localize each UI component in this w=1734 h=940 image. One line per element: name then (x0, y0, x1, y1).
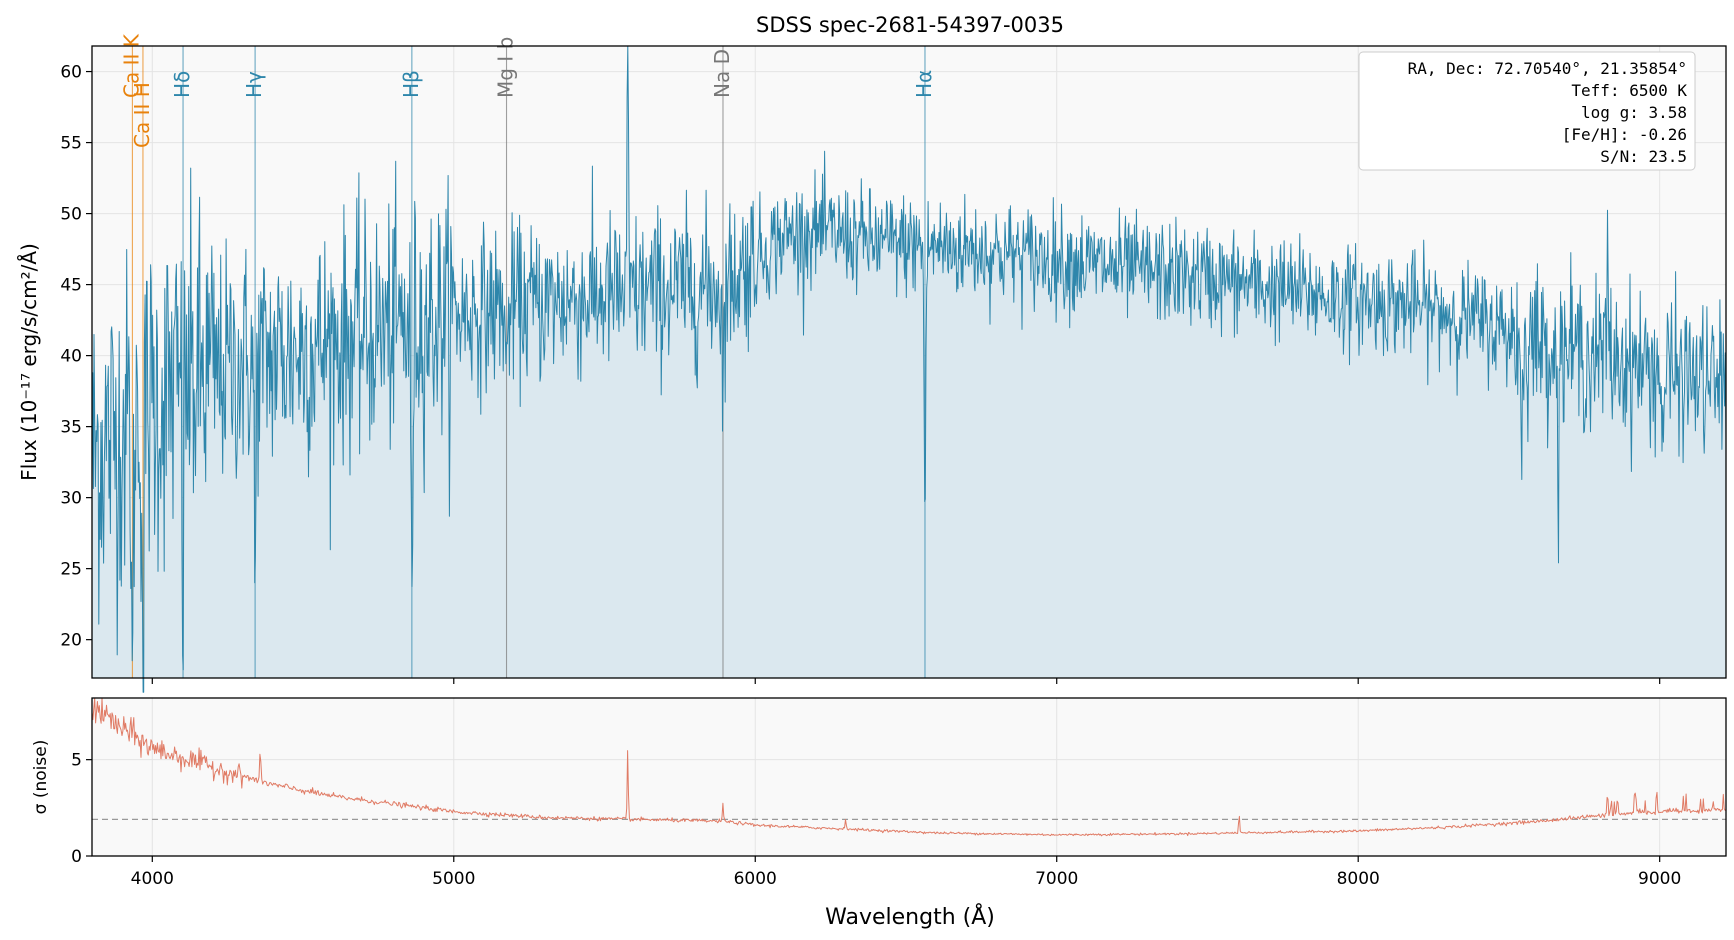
y-tick-label: 45 (60, 276, 82, 296)
flux-series-line (91, 45, 1727, 693)
y-tick-label: 25 (60, 560, 82, 580)
noise-x-ticks: 4000 5000 6000 7000 8000 9000 (131, 856, 1681, 889)
flux-x-ticks (151, 678, 1661, 684)
flux-fill-area (92, 46, 1726, 693)
flux-panel: Ca II KCa II H Hδ Hγ Hβ Mg I b Na D Hα 20 25 30 3… (17, 33, 1727, 693)
noise-panel-background (92, 698, 1726, 856)
line-marker-label: Hβ (399, 70, 423, 98)
chart-title: SDSS spec-2681-54397-0035 (756, 13, 1064, 37)
info-box-coordinates: RA, Dec: 72.70540°, 21.35854° (1408, 59, 1687, 78)
info-box-teff: Teff: 6500 K (1571, 81, 1687, 100)
line-markers: Ca II KCa II H Hδ Hγ Hβ Mg I b Na D Hα (119, 33, 936, 678)
y-tick-label: 35 (60, 418, 82, 438)
flux-panel-frame (91, 45, 1727, 679)
info-box-snr: S/N: 23.5 (1600, 147, 1687, 166)
y-tick-label: 30 (60, 489, 82, 509)
y-tick-label: 5 (71, 751, 82, 771)
line-marker-label: Hγ (242, 71, 266, 98)
info-box-background (1358, 51, 1696, 171)
x-tick-label: 9000 (1638, 869, 1681, 889)
y-tick-label: 60 (60, 63, 82, 83)
x-tick-label: 6000 (734, 869, 777, 889)
line-marker-label: Ca II K (119, 33, 143, 98)
x-tick-label: 8000 (1337, 869, 1380, 889)
y-tick-label: 40 (60, 347, 82, 367)
y-tick-label: 50 (60, 205, 82, 225)
info-box-metallicity: [Fe/H]: -0.26 (1562, 125, 1687, 144)
line-marker-label: Hδ (170, 71, 194, 98)
noise-series-line (91, 697, 1727, 837)
line-marker-label: Ca II H (130, 82, 154, 148)
flux-y-axis-label: Flux (10⁻¹⁷ erg/s/cm²/Å) (17, 243, 41, 481)
line-marker-label: Hα (912, 70, 936, 98)
x-tick-label: 4000 (131, 869, 174, 889)
x-tick-label: 7000 (1035, 869, 1078, 889)
line-marker-label: Na D (710, 49, 734, 98)
noise-panel: 05 4000 5000 6000 7000 8000 9000 σ (noise) Wa… (31, 697, 1727, 930)
noise-y-ticks: 05 (71, 751, 92, 867)
noise-panel-frame (91, 697, 1727, 857)
line-marker-label: Mg I b (494, 37, 518, 98)
x-axis-label: Wavelength (Å) (825, 903, 995, 930)
noise-y-axis-label: σ (noise) (31, 740, 51, 815)
flux-y-ticks: 20 25 30 35 40 45 50 55 60 (60, 63, 92, 651)
info-box: RA, Dec: 72.70540°, 21.35854° Teff: 6500… (1358, 51, 1696, 171)
x-tick-label: 5000 (432, 869, 475, 889)
y-tick-label: 20 (60, 631, 82, 651)
y-tick-label: 55 (60, 134, 82, 154)
y-tick-label: 0 (71, 847, 82, 867)
info-box-logg: log g: 3.58 (1581, 103, 1687, 122)
